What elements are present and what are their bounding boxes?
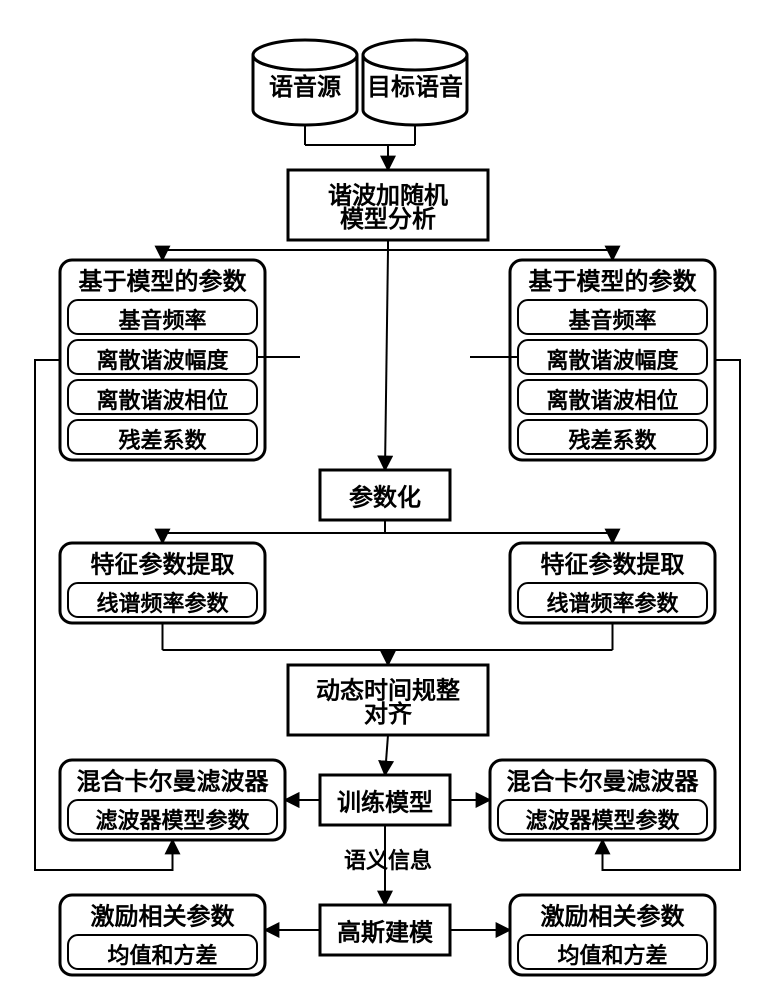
- box-train: 训练模型: [320, 775, 450, 825]
- cylinder-target: 目标语音: [363, 40, 467, 125]
- semantic-label: 语义信息: [344, 848, 432, 873]
- svg-text:高斯建模: 高斯建模: [337, 918, 434, 946]
- group-feature-right: 特征参数提取线谱频率参数: [510, 543, 715, 623]
- svg-text:线谱频率参数: 线谱频率参数: [96, 591, 229, 616]
- svg-text:对齐: 对齐: [364, 700, 413, 728]
- svg-text:模型分析: 模型分析: [340, 206, 436, 233]
- svg-text:离散谐波幅度: 离散谐波幅度: [546, 348, 679, 373]
- box-harmonic: 谐波加随机模型分析: [288, 170, 488, 240]
- group-feature-left: 特征参数提取线谱频率参数: [60, 543, 265, 623]
- group-kalman-left: 混合卡尔曼滤波器滤波器模型参数: [60, 760, 285, 840]
- box-dtw: 动态时间规整对齐: [288, 665, 488, 735]
- group-feature-left-title: 特征参数提取: [91, 550, 235, 578]
- cylinder-source-label: 语音源: [269, 73, 341, 101]
- box-gauss: 高斯建模: [320, 905, 450, 955]
- svg-text:训练模型: 训练模型: [337, 788, 433, 816]
- group-model-params-right: 基于模型的参数基音频率离散谐波幅度离散谐波相位残差系数: [510, 260, 715, 460]
- group-excite-left-title: 激励相关参数: [91, 902, 236, 930]
- flowchart: 语音源目标语音谐波加随机模型分析参数化动态时间规整对齐训练模型高斯建模 基于模型的…: [0, 0, 776, 1000]
- svg-text:离散谐波幅度: 离散谐波幅度: [96, 348, 229, 373]
- cylinder-target-label: 目标语音: [367, 73, 463, 101]
- group-kalman-right: 混合卡尔曼滤波器滤波器模型参数: [490, 760, 715, 840]
- svg-text:滤波器模型参数: 滤波器模型参数: [95, 808, 250, 833]
- svg-text:基音频率: 基音频率: [568, 308, 656, 333]
- svg-text:线谱频率参数: 线谱频率参数: [546, 591, 679, 616]
- group-model-params-left: 基于模型的参数基音频率离散谐波幅度离散谐波相位残差系数: [60, 260, 265, 460]
- group-excite-right: 激励相关参数均值和方差: [510, 895, 715, 975]
- cylinder-source: 语音源: [253, 40, 357, 125]
- svg-text:残差系数: 残差系数: [118, 428, 207, 453]
- svg-text:离散谐波相位: 离散谐波相位: [96, 388, 228, 413]
- svg-text:残差系数: 残差系数: [568, 428, 657, 453]
- group-feature-right-title: 特征参数提取: [541, 550, 685, 578]
- group-kalman-left-title: 混合卡尔曼滤波器: [77, 767, 270, 795]
- svg-text:均值和方差: 均值和方差: [557, 943, 667, 968]
- svg-text:离散谐波相位: 离散谐波相位: [546, 388, 678, 413]
- svg-text:参数化: 参数化: [349, 483, 421, 511]
- svg-text:滤波器模型参数: 滤波器模型参数: [525, 808, 680, 833]
- box-parameterize: 参数化: [320, 470, 450, 520]
- group-kalman-right-title: 混合卡尔曼滤波器: [507, 767, 700, 795]
- group-excite-right-title: 激励相关参数: [541, 902, 686, 930]
- group-model-params-left-title: 基于模型的参数: [79, 267, 248, 295]
- svg-text:基音频率: 基音频率: [118, 308, 206, 333]
- group-excite-left: 激励相关参数均值和方差: [60, 895, 265, 975]
- svg-text:均值和方差: 均值和方差: [107, 943, 217, 968]
- group-model-params-right-title: 基于模型的参数: [529, 267, 698, 295]
